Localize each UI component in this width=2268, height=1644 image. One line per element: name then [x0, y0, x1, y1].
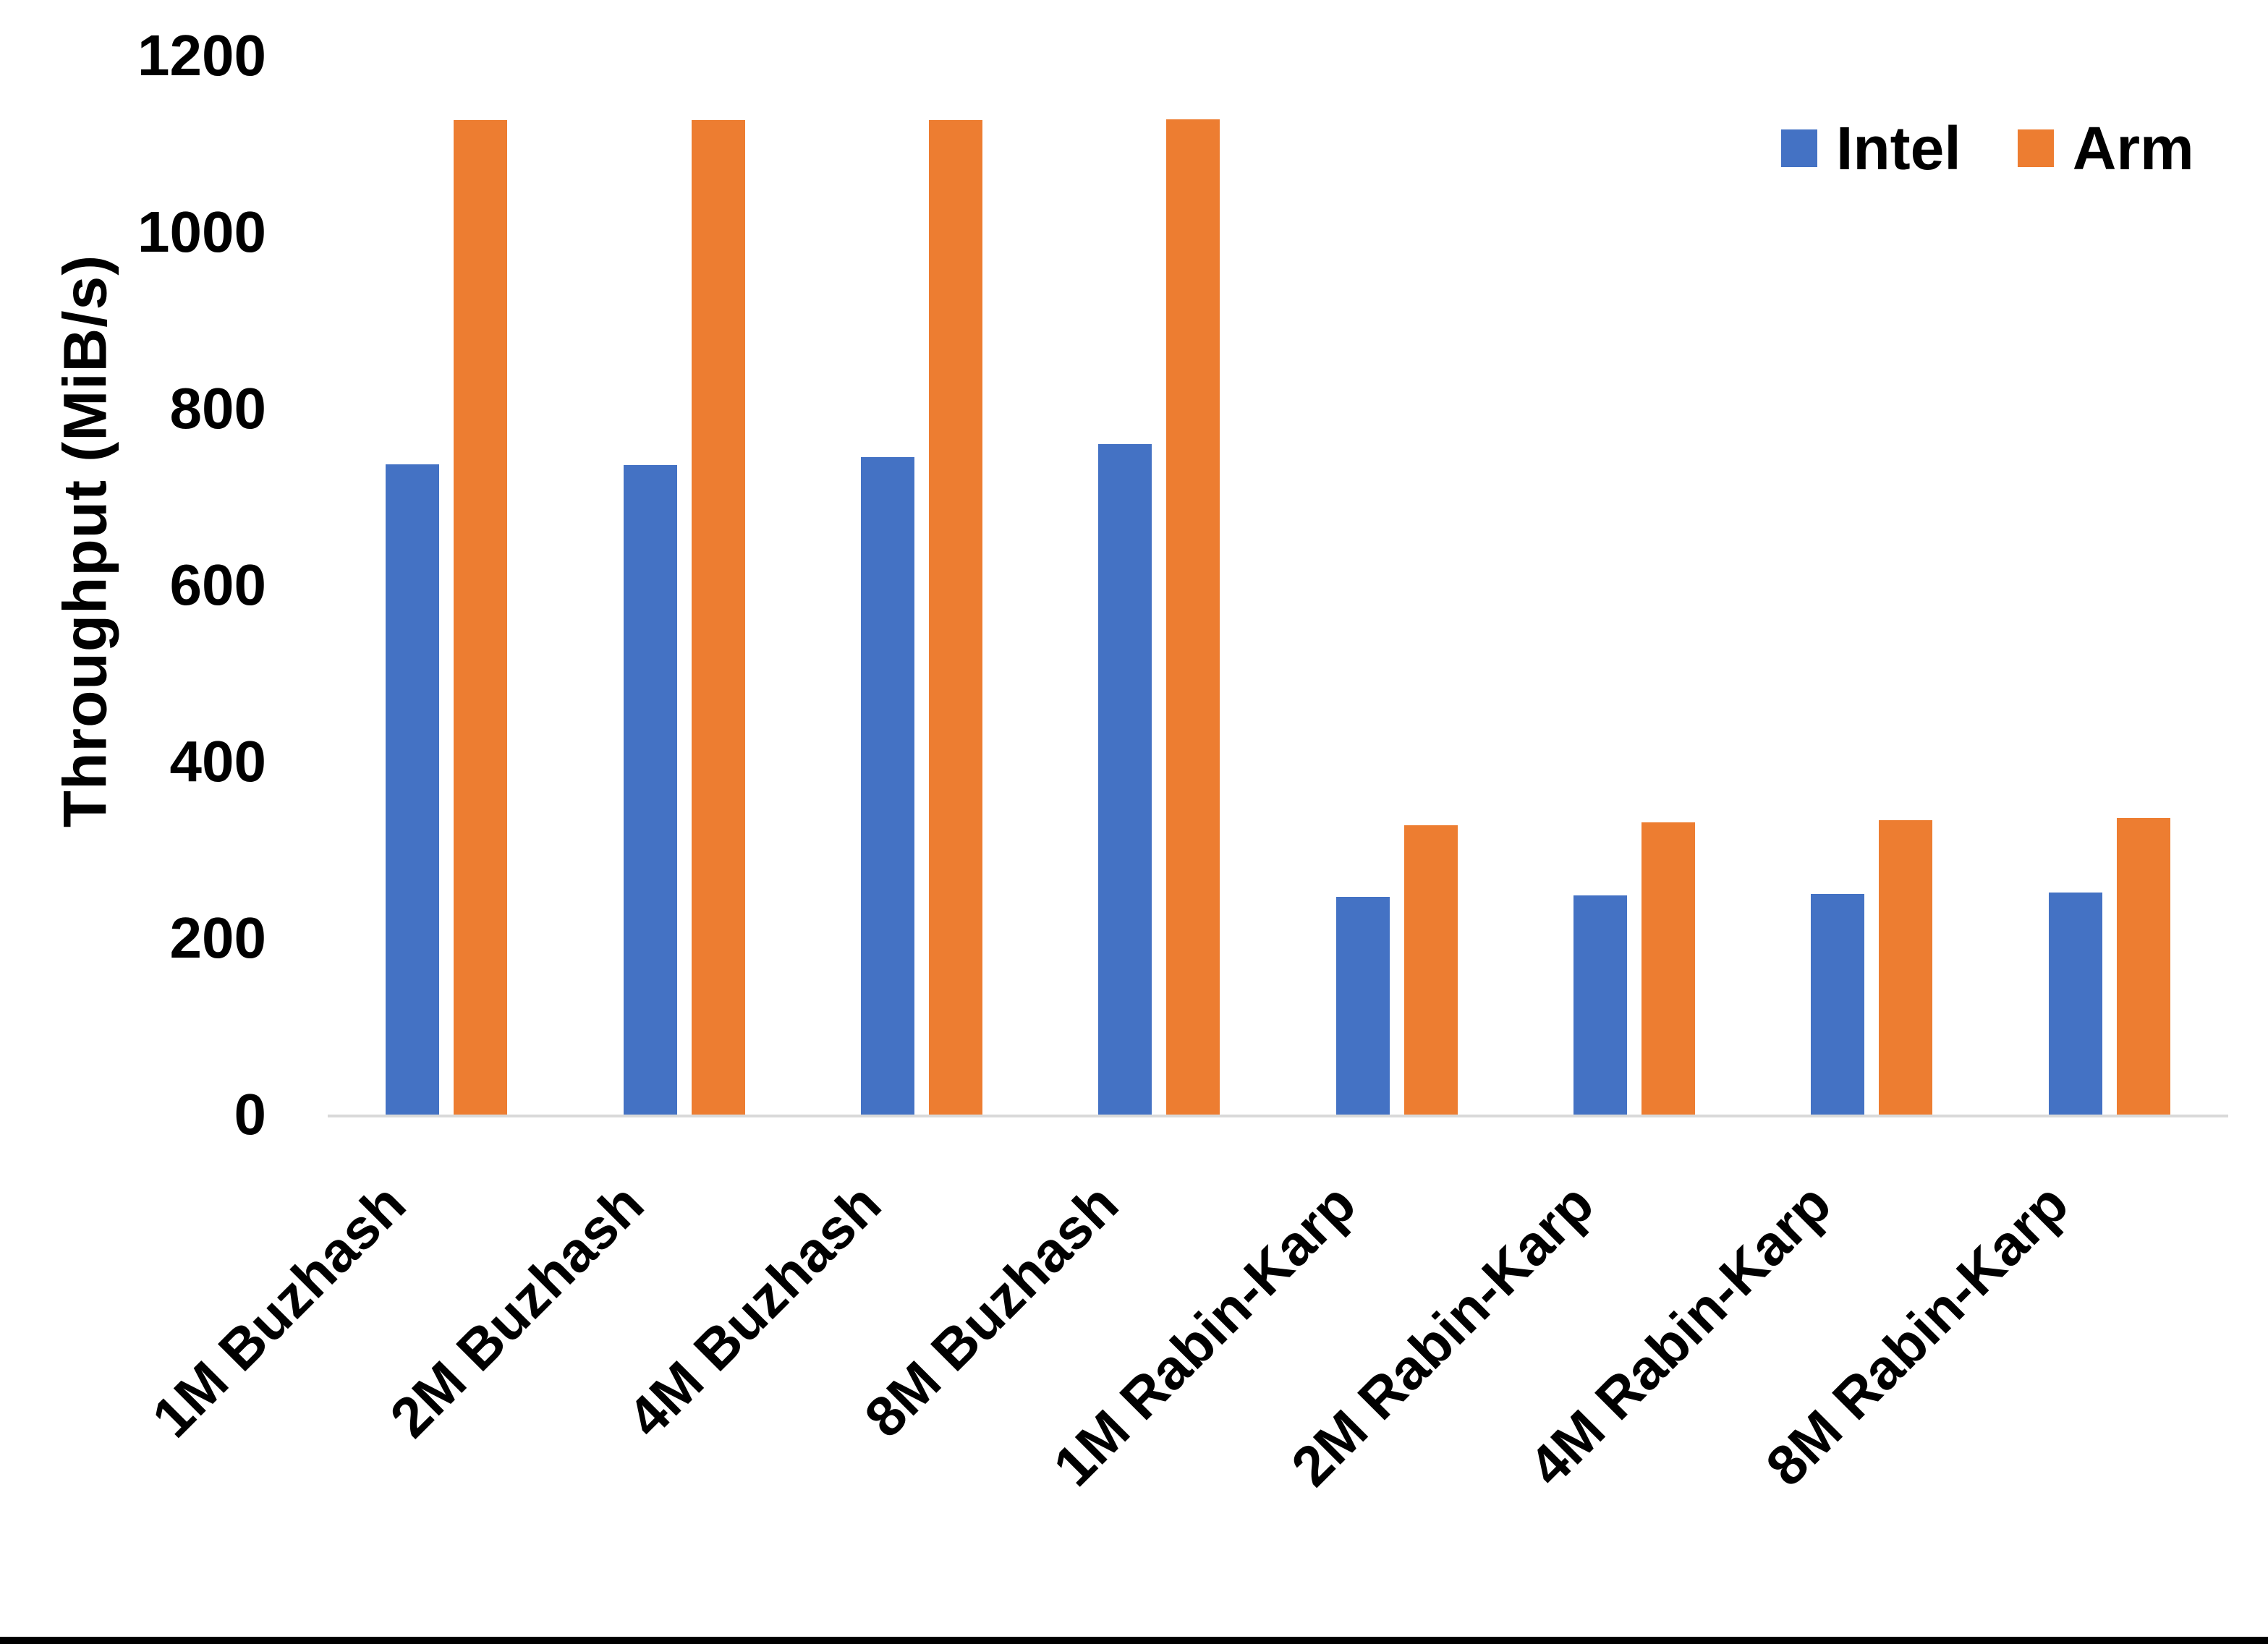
bar-arm-8m-rabin-karp: [2116, 818, 2170, 1115]
y-tick-label-1200: 1200: [137, 23, 266, 88]
x-category-label-8m-rabin-karp: 8M Rabin-Karp: [1754, 1171, 2081, 1499]
legend-label-arm: Arm: [2072, 114, 2194, 182]
bar-intel-1m-rabin-karp: [1335, 896, 1390, 1115]
x-category-label-2m-buzhash: 2M Buzhash: [377, 1171, 655, 1449]
legend-item-intel: Intel: [1781, 114, 1961, 183]
bar-arm-4m-rabin-karp: [1879, 819, 1933, 1115]
category-slot-1m-rabin-karp: [1278, 56, 1516, 1115]
y-axis-tick-labels: 0 200 400 600 800 1000 1200: [0, 0, 266, 1644]
bar-intel-2m-rabin-karp: [1573, 895, 1628, 1115]
bar-intel-1m-buzhash: [386, 464, 440, 1115]
bar-intel-4m-rabin-karp: [1811, 894, 1865, 1115]
y-tick-label-800: 800: [169, 376, 266, 440]
y-tick-label-400: 400: [169, 729, 266, 793]
x-axis-line: [328, 1115, 2228, 1117]
category-slot-8m-rabin-karp: [1991, 56, 2228, 1115]
bar-arm-4m-buzhash: [928, 120, 982, 1115]
legend-label-intel: Intel: [1836, 114, 1961, 182]
bar-arm-8m-buzhash: [1166, 119, 1220, 1115]
page-bottom-border: [0, 1637, 2268, 1644]
x-category-label-2m-rabin-karp: 2M Rabin-Karp: [1278, 1171, 1606, 1499]
legend: Intel Arm: [1781, 108, 2194, 188]
y-tick-label-0: 0: [234, 1082, 267, 1146]
category-slot-4m-buzhash: [803, 56, 1040, 1115]
bar-intel-4m-buzhash: [860, 457, 914, 1115]
y-tick-label-1000: 1000: [137, 200, 266, 264]
y-tick-label-200: 200: [169, 906, 266, 970]
category-slot-1m-buzhash: [328, 56, 565, 1115]
bar-intel-8m-rabin-karp: [2048, 892, 2102, 1115]
category-slot-8m-buzhash: [1040, 56, 1278, 1115]
legend-item-arm: Arm: [2017, 114, 2194, 183]
x-category-label-8m-buzhash: 8M Buzhash: [852, 1171, 1131, 1449]
x-category-label-1m-rabin-karp: 1M Rabin-Karp: [1041, 1171, 1368, 1499]
x-category-label-4m-rabin-karp: 4M Rabin-Karp: [1516, 1171, 1843, 1499]
legend-swatch-icon-arm: [2017, 129, 2054, 167]
plot-area: [328, 56, 2228, 1115]
bar-intel-8m-buzhash: [1098, 443, 1152, 1115]
y-tick-label-600: 600: [169, 553, 266, 617]
bar-arm-1m-buzhash: [454, 120, 508, 1115]
category-slot-4m-rabin-karp: [1753, 56, 1990, 1115]
x-category-label-4m-buzhash: 4M Buzhash: [615, 1171, 893, 1449]
legend-swatch-icon-intel: [1781, 129, 1817, 167]
category-slot-2m-buzhash: [565, 56, 802, 1115]
category-slot-2m-rabin-karp: [1516, 56, 1753, 1115]
bar-intel-2m-buzhash: [623, 465, 677, 1115]
bar-arm-2m-buzhash: [691, 120, 745, 1115]
bar-arm-1m-rabin-karp: [1403, 825, 1458, 1115]
bar-arm-2m-rabin-karp: [1641, 822, 1696, 1115]
